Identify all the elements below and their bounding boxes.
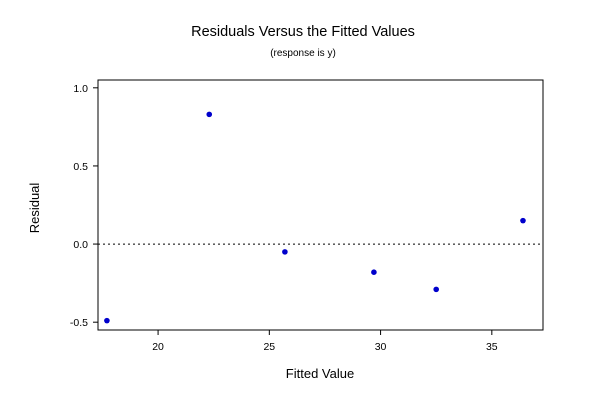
data-point [282, 249, 288, 255]
x-axis-ticks: 20 25 30 35 [152, 330, 498, 353]
chart-subtitle: (response is y) [270, 48, 336, 59]
y-tick-label: 0.0 [73, 239, 88, 251]
x-tick-label: 35 [486, 341, 498, 353]
x-tick-label: 30 [375, 341, 387, 353]
y-tick-label: 1.0 [73, 83, 88, 95]
data-point [433, 286, 440, 293]
x-tick-label: 20 [152, 341, 164, 353]
data-point [371, 269, 377, 275]
x-tick-label: 25 [263, 341, 275, 353]
x-axis-label: Fitted Value [286, 366, 354, 381]
plot-area-frame [97, 79, 544, 331]
y-tick-label: 0.5 [73, 161, 88, 173]
chart-title: Residuals Versus the Fitted Values [191, 24, 415, 40]
data-point [104, 317, 110, 324]
data-point [520, 217, 526, 224]
data-point [206, 111, 213, 118]
data-points [104, 111, 526, 324]
y-axis-ticks: 1.0 0.5 0.0 -0.5 [70, 83, 98, 329]
y-tick-label: -0.5 [70, 317, 88, 329]
y-axis-label: Residual [27, 183, 42, 234]
